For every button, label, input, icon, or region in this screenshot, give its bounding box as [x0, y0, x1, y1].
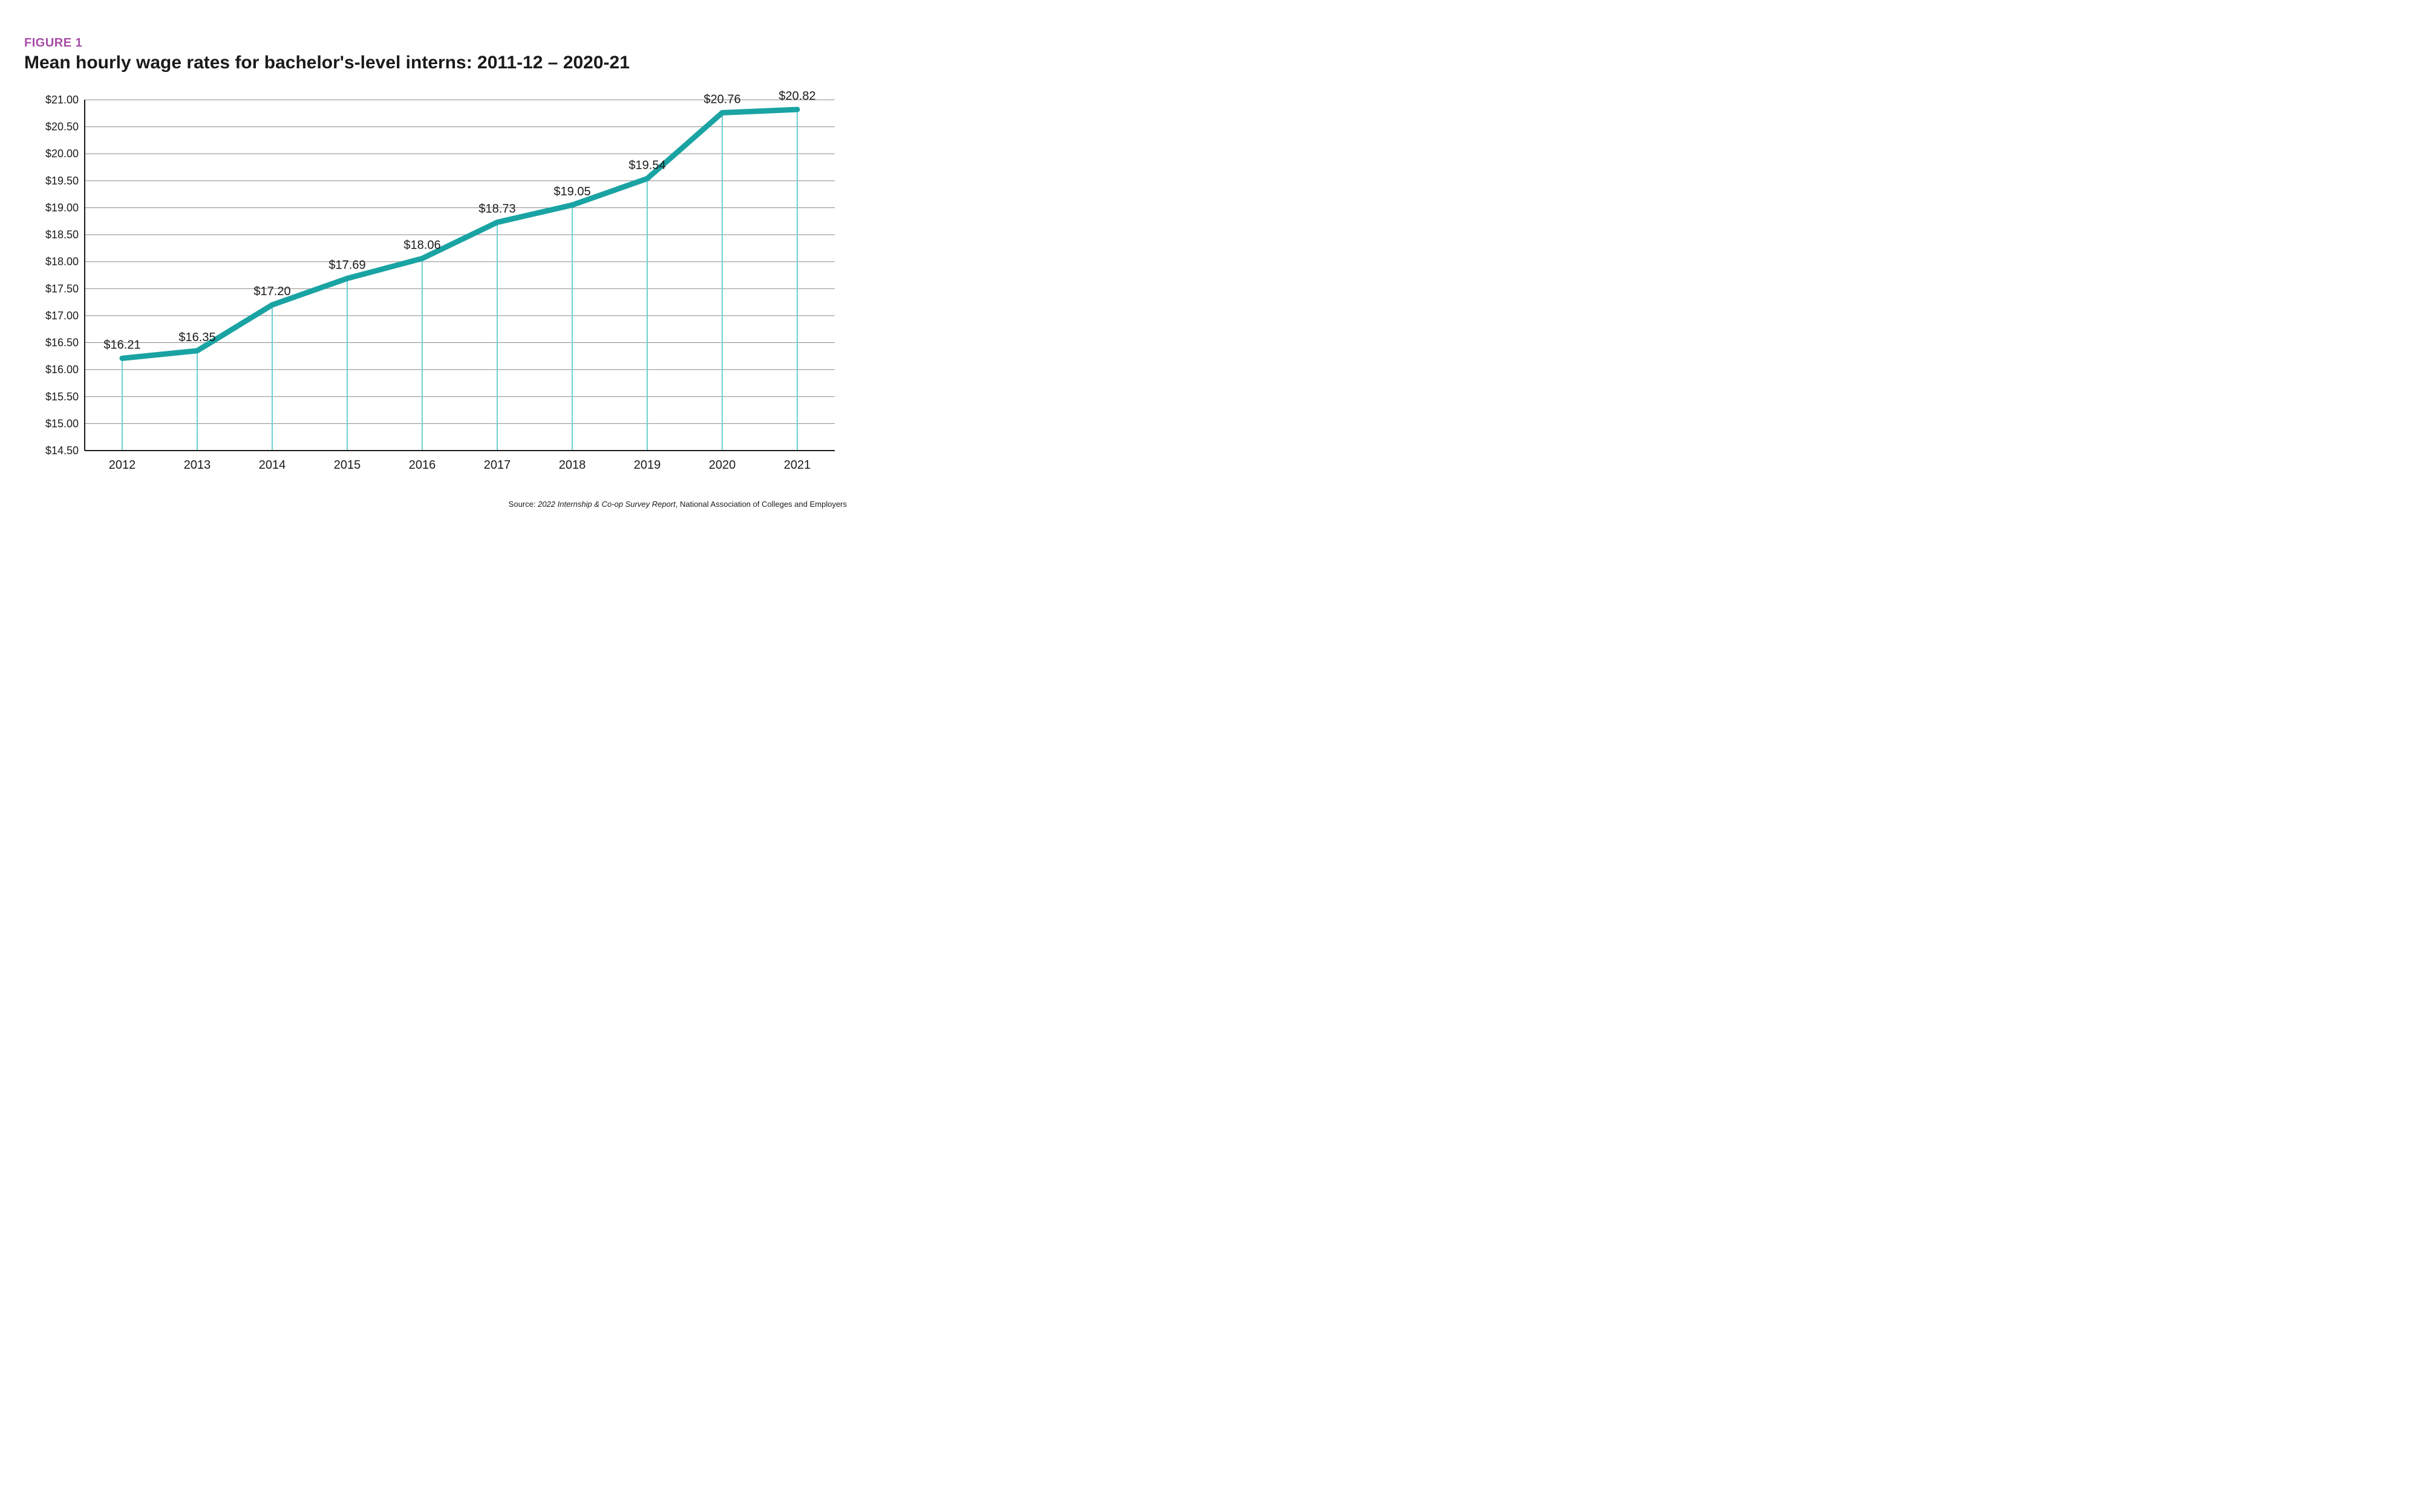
svg-text:$21.00: $21.00: [45, 94, 79, 106]
source-italic: 2022 Internship & Co-op Survey Report: [538, 500, 676, 509]
svg-text:2016: 2016: [409, 458, 436, 472]
svg-text:$20.76: $20.76: [703, 93, 740, 106]
svg-text:2014: 2014: [259, 458, 286, 472]
svg-text:2021: 2021: [784, 458, 811, 472]
chart-title: Mean hourly wage rates for bachelor's-le…: [24, 53, 847, 73]
svg-text:$16.35: $16.35: [178, 331, 215, 344]
svg-text:2019: 2019: [634, 458, 661, 472]
svg-text:2017: 2017: [484, 458, 511, 472]
svg-text:$20.00: $20.00: [45, 148, 79, 160]
svg-text:2013: 2013: [184, 458, 211, 472]
figure-label: FIGURE 1: [24, 36, 847, 50]
svg-text:$19.54: $19.54: [628, 158, 665, 172]
svg-text:$19.50: $19.50: [45, 175, 79, 187]
svg-text:2015: 2015: [334, 458, 361, 472]
svg-text:$17.69: $17.69: [328, 258, 365, 272]
svg-text:$19.00: $19.00: [45, 201, 79, 213]
svg-text:$17.00: $17.00: [45, 310, 79, 322]
svg-text:2012: 2012: [109, 458, 136, 472]
source-suffix: , National Association of Colleges and E…: [676, 500, 847, 509]
svg-text:$19.05: $19.05: [553, 185, 590, 198]
svg-text:$18.00: $18.00: [45, 256, 79, 268]
svg-text:$17.50: $17.50: [45, 282, 79, 295]
svg-text:$18.06: $18.06: [403, 238, 440, 252]
svg-text:$14.50: $14.50: [45, 445, 79, 457]
source-prefix: Source:: [509, 500, 538, 509]
chart-svg: $14.50 $15.00 $15.50 $16.00 $16.50 $17.00 $17.…: [24, 88, 847, 487]
svg-text:$18.73: $18.73: [478, 203, 515, 216]
svg-text:$20.50: $20.50: [45, 121, 79, 133]
svg-text:$20.82: $20.82: [778, 90, 815, 103]
svg-text:$16.00: $16.00: [45, 363, 79, 376]
svg-text:$15.00: $15.00: [45, 417, 79, 429]
svg-text:$16.50: $16.50: [45, 337, 79, 349]
svg-text:$17.20: $17.20: [253, 285, 290, 298]
svg-text:$15.50: $15.50: [45, 391, 79, 403]
svg-text:2018: 2018: [559, 458, 586, 472]
svg-text:2020: 2020: [709, 458, 736, 472]
svg-text:$18.50: $18.50: [45, 229, 79, 241]
line-chart: $14.50 $15.00 $15.50 $16.00 $16.50 $17.00 $17.…: [24, 88, 847, 490]
source-citation: Source: 2022 Internship & Co-op Survey R…: [24, 500, 847, 509]
svg-text:$16.21: $16.21: [103, 338, 140, 351]
